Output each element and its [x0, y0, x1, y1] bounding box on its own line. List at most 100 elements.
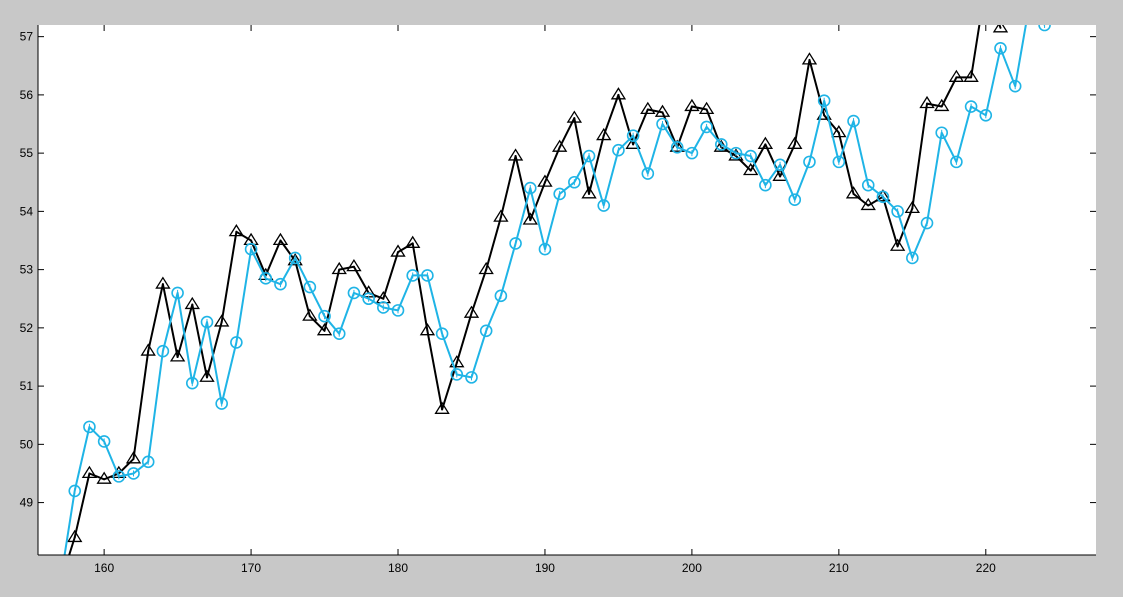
data-point-triangle [551, 139, 568, 152]
data-point-triangle [96, 471, 112, 484]
y-tick-label: 51 [20, 379, 34, 393]
data-point-triangle [596, 127, 612, 141]
data-point-circle [714, 138, 728, 151]
data-point-dot [147, 350, 150, 353]
data-point-circle [83, 420, 96, 434]
data-point-dot [59, 583, 61, 585]
data-point-dot [661, 111, 664, 114]
data-point-circle [744, 149, 757, 163]
series-line [63, 25, 1045, 555]
data-point-circle [303, 280, 317, 294]
data-point-circle [803, 155, 816, 169]
data-point-dot [690, 105, 693, 108]
data-point-dot [499, 216, 502, 219]
data-point-dot [323, 329, 326, 332]
data-point-triangle [346, 258, 362, 272]
data-point-circle [759, 178, 772, 192]
y-tick-label: 56 [20, 88, 34, 102]
data-point-triangle [140, 343, 156, 356]
y-tick-label: 55 [20, 146, 34, 160]
data-point-dot [926, 102, 929, 105]
data-point-triangle [449, 355, 465, 368]
data-point-circle [509, 237, 522, 250]
data-point-dot [279, 239, 282, 242]
data-point-triangle [419, 323, 436, 336]
data-point-dot [896, 245, 899, 248]
data-point-triangle [640, 101, 656, 115]
x-tick-label: 170 [241, 561, 261, 575]
data-point-circle [435, 327, 449, 340]
data-point-dot [88, 472, 91, 475]
data-point-circle [670, 141, 684, 154]
data-point-circle [55, 579, 66, 590]
data-point-triangle [67, 529, 83, 543]
data-point-dot [382, 297, 385, 300]
data-point-triangle [405, 235, 421, 248]
data-point-triangle [478, 261, 494, 275]
data-point-circle [450, 368, 464, 381]
data-point-circle [112, 470, 126, 483]
data-point-triangle [698, 101, 715, 115]
data-point-dot [955, 76, 958, 79]
data-point-circle [156, 344, 170, 358]
data-point-circle [979, 108, 993, 122]
data-point-circle [700, 120, 713, 134]
x-tick-label: 160 [94, 561, 114, 575]
data-point-triangle [493, 209, 509, 222]
data-point-circle [523, 181, 537, 195]
data-point-dot [617, 93, 620, 96]
data-point-circle [612, 143, 625, 157]
data-point-dot [543, 181, 546, 184]
data-point-dot [161, 283, 164, 286]
data-point-dot [588, 192, 591, 195]
data-point-circle [274, 277, 287, 291]
data-point-dot [397, 251, 400, 254]
data-point-circle [494, 289, 508, 303]
data-point-circle [876, 190, 890, 204]
data-point-circle [215, 397, 228, 410]
data-point-dot [250, 239, 253, 242]
data-point-circle [994, 41, 1007, 55]
data-point-circle [465, 371, 478, 384]
data-point-circle [1008, 79, 1022, 93]
data-point-dot [514, 155, 517, 158]
data-point-triangle [654, 104, 671, 117]
y-tick-label: 52 [20, 321, 34, 335]
data-point-circle [1038, 25, 1051, 32]
data-point-circle [817, 94, 831, 108]
data-point-circle [68, 484, 82, 498]
data-point-circle [964, 100, 978, 113]
data-point-triangle [81, 465, 98, 479]
data-point-dot [485, 268, 488, 271]
data-point-circle [406, 269, 420, 282]
data-point-circle [906, 251, 919, 265]
data-point-dot [338, 268, 341, 271]
data-point-circle [773, 158, 787, 172]
data-point-triangle [772, 168, 788, 181]
data-point-dot [632, 143, 635, 146]
data-point-circle [832, 155, 846, 169]
data-point-triangle [610, 87, 627, 100]
data-point-triangle [919, 95, 935, 109]
data-point-circle [553, 187, 566, 201]
data-point-dot [191, 303, 194, 306]
data-point-triangle [537, 174, 553, 187]
data-point-circle [259, 272, 273, 285]
data-point-circle [391, 304, 405, 317]
y-tick-label: 49 [20, 496, 34, 510]
data-point-dot [411, 242, 414, 245]
series-circle [55, 25, 1051, 590]
data-point-circle [656, 117, 669, 131]
data-point-circle [950, 155, 963, 169]
data-point-triangle [125, 451, 142, 464]
plot-area [38, 25, 1096, 555]
data-point-dot [705, 108, 708, 111]
y-tick-label: 57 [20, 30, 34, 44]
data-point-dot [308, 315, 311, 318]
data-point-circle [377, 301, 390, 314]
data-point-circle [185, 376, 199, 390]
data-point-dot [573, 117, 576, 120]
data-point-triangle [199, 369, 215, 382]
data-point-circle [479, 324, 493, 338]
data-point-circle [847, 114, 860, 128]
